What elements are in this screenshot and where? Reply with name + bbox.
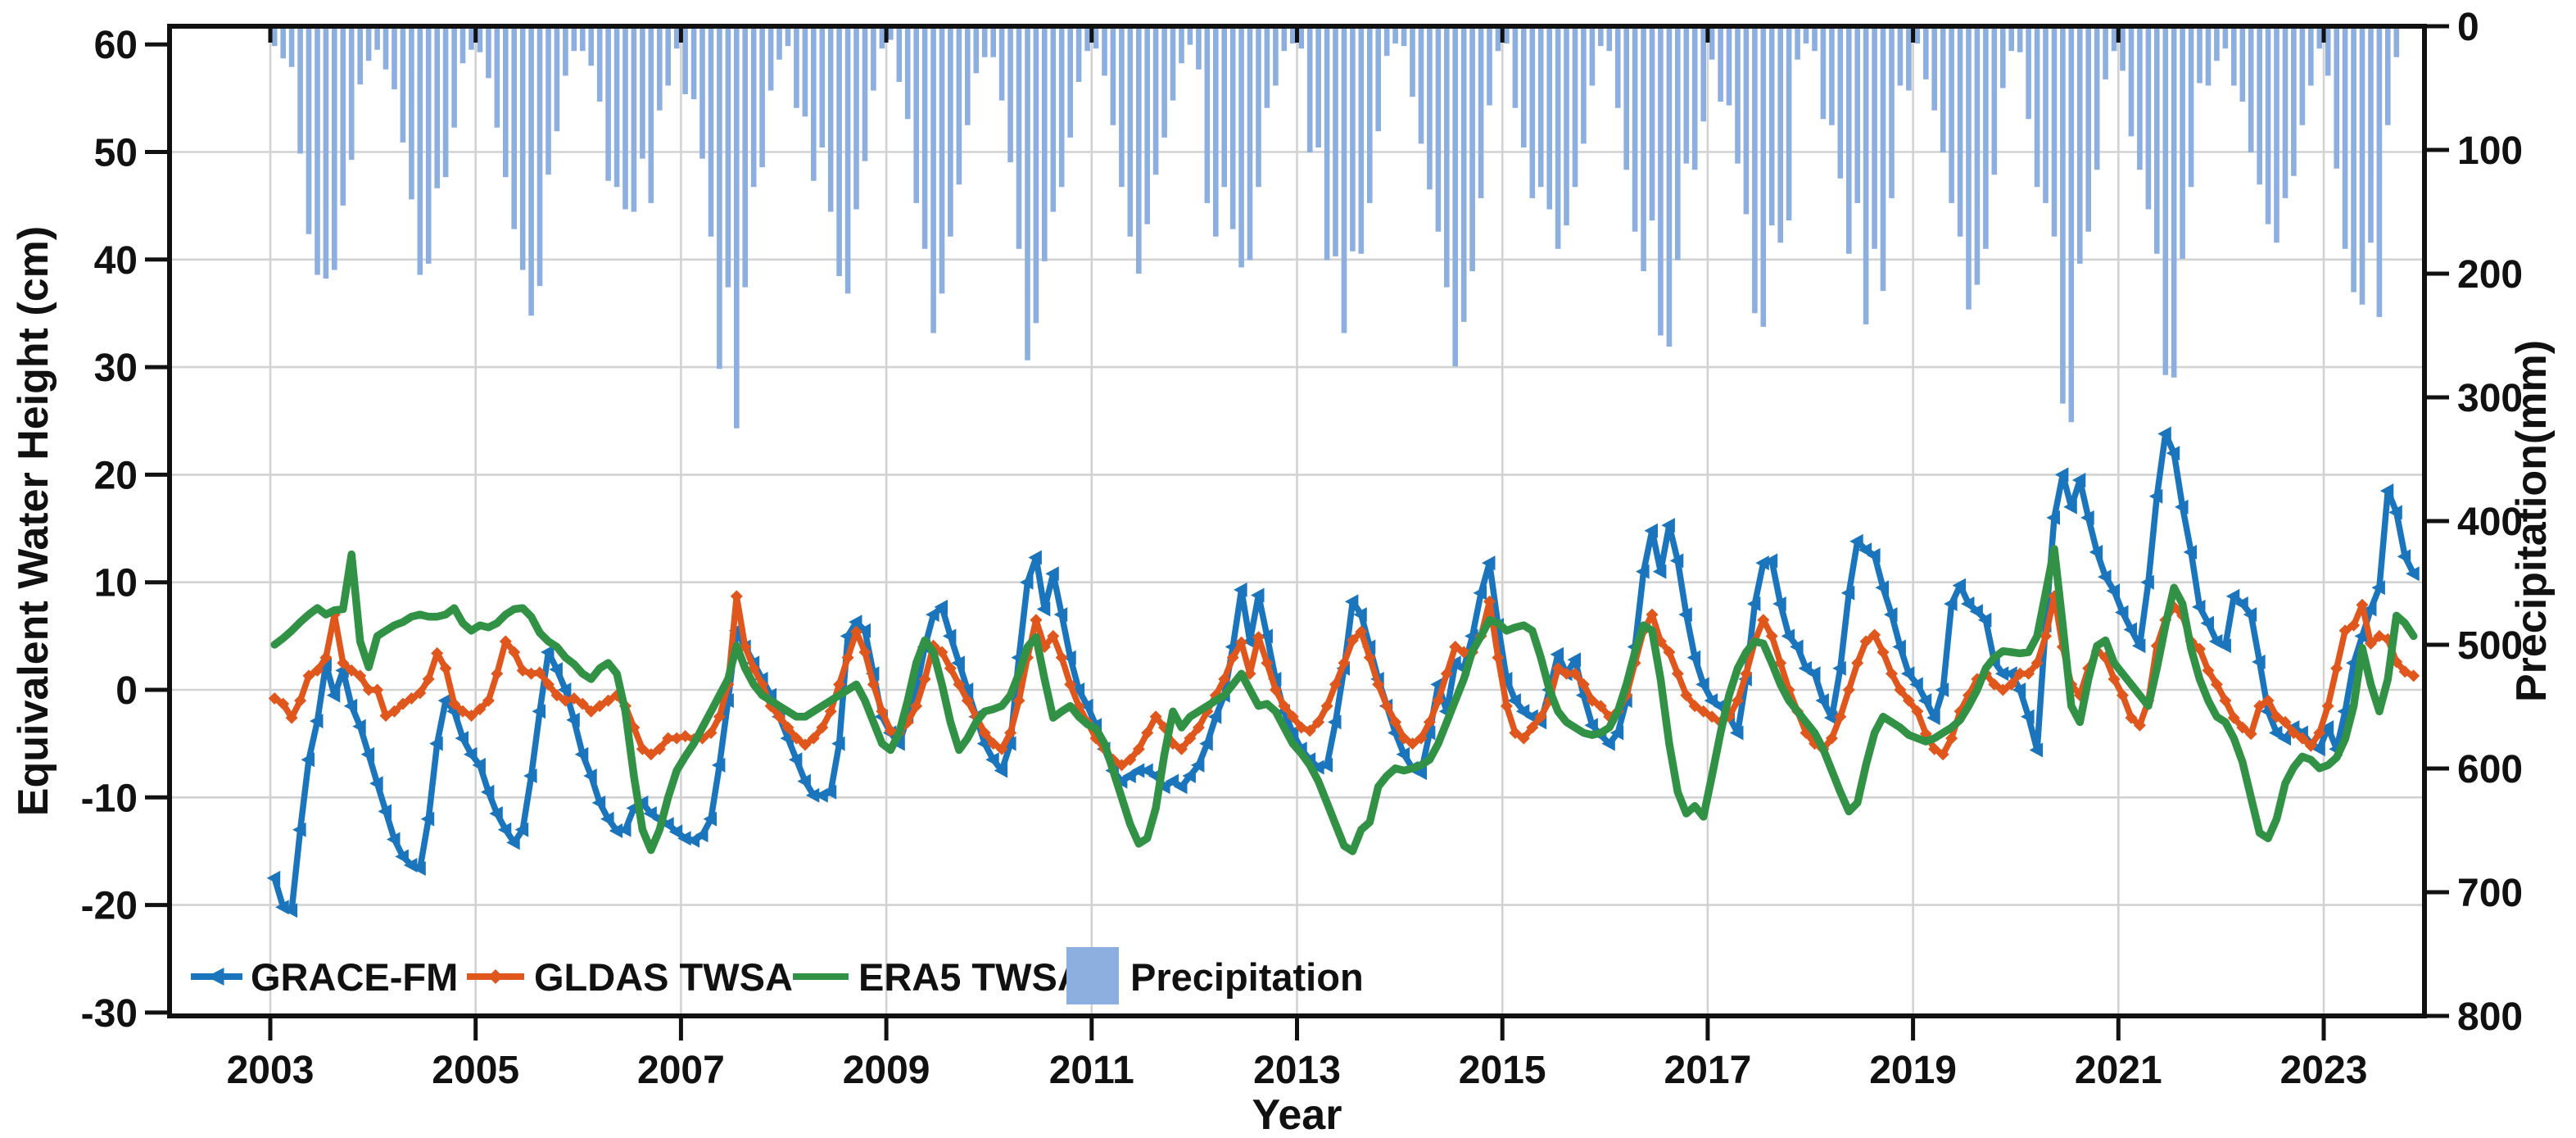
x-tick-label: 2011 (1049, 1049, 1134, 1092)
gridlines (170, 26, 2424, 1016)
y-left-tick-label: 0 (115, 669, 138, 713)
x-tick-label: 2017 (1664, 1049, 1752, 1092)
y-left-axis-title: Equivalent Water Height (cm) (10, 226, 57, 816)
y-left-tick-label: -30 (81, 992, 138, 1036)
y-right-tick-label: 400 (2457, 501, 2523, 544)
x-tick-label: 2013 (1253, 1049, 1341, 1092)
legend[interactable]: GRACE-FM GLDAS TWSA ERA5 TWSA Precipitation (191, 947, 1364, 1004)
legend-label: GRACE-FM (251, 955, 458, 999)
y-right-tick-label: 700 (2457, 872, 2523, 915)
legend-label: ERA5 TWSA (858, 955, 1085, 999)
y-right-tick-label: 500 (2457, 624, 2523, 668)
x-tick-label: 2021 (2075, 1049, 2162, 1092)
y-left-tick-label: 30 (94, 347, 138, 390)
data-series[interactable] (266, 426, 2420, 918)
y-left-tick-label: 20 (94, 454, 138, 497)
legend-item-gldas-twsa[interactable]: GLDAS TWSA (467, 955, 793, 999)
y-right-tick-label: 300 (2457, 377, 2523, 420)
x-axis-title: Year (1252, 1091, 1342, 1138)
y-right-tick-label: 0 (2457, 6, 2479, 49)
triangle-left-marker-icon (206, 968, 224, 986)
diamond-marker-icon (488, 969, 503, 984)
x-tick-label: 2005 (432, 1049, 519, 1092)
y-left-tick-label: 50 (94, 132, 138, 175)
x-tick-label: 2009 (843, 1049, 930, 1092)
tick-marks (145, 24, 2449, 1041)
x-tick-label: 2007 (637, 1049, 725, 1092)
x-tick-label: 2015 (1459, 1049, 1546, 1092)
y-right-axis-title: Precipitation(mm) (2508, 340, 2556, 702)
y-right-tick-label: 100 (2457, 129, 2523, 173)
precipitation-swatch (1066, 947, 1119, 1004)
y-right-tick-label: 600 (2457, 748, 2523, 791)
y-left-tick-label: 40 (94, 239, 138, 283)
y-right-tick-label: 200 (2457, 253, 2523, 297)
y-left-tick-label: -20 (81, 885, 138, 928)
legend-item-era5-twsa[interactable]: ERA5 TWSA (793, 955, 1085, 999)
axes-box-and-ticks (145, 24, 2449, 1041)
legend-item-grace-fm[interactable]: GRACE-FM (191, 955, 458, 999)
y-left-tick-label: -10 (81, 777, 138, 820)
x-tick-label: 2019 (1869, 1049, 1957, 1092)
legend-label: GLDAS TWSA (534, 955, 793, 999)
x-tick-label: 2003 (227, 1049, 315, 1092)
x-tick-label: 2023 (2280, 1049, 2368, 1092)
legend-label: Precipitation (1130, 955, 1364, 999)
precipitation-bars[interactable] (271, 29, 2400, 428)
y-right-tick-label: 800 (2457, 995, 2523, 1039)
y-left-tick-label: 60 (94, 24, 138, 67)
precipitation-bars-path[interactable] (271, 29, 2400, 428)
y-left-tick-label: 10 (94, 562, 138, 605)
legend-item-precipitation[interactable]: Precipitation (1066, 947, 1364, 1004)
era5-twsa-line[interactable] (270, 545, 2418, 855)
grid-lines (170, 26, 2424, 1016)
axis-labels: 6050403020100-10-20-30010020030040050060… (10, 6, 2556, 1138)
